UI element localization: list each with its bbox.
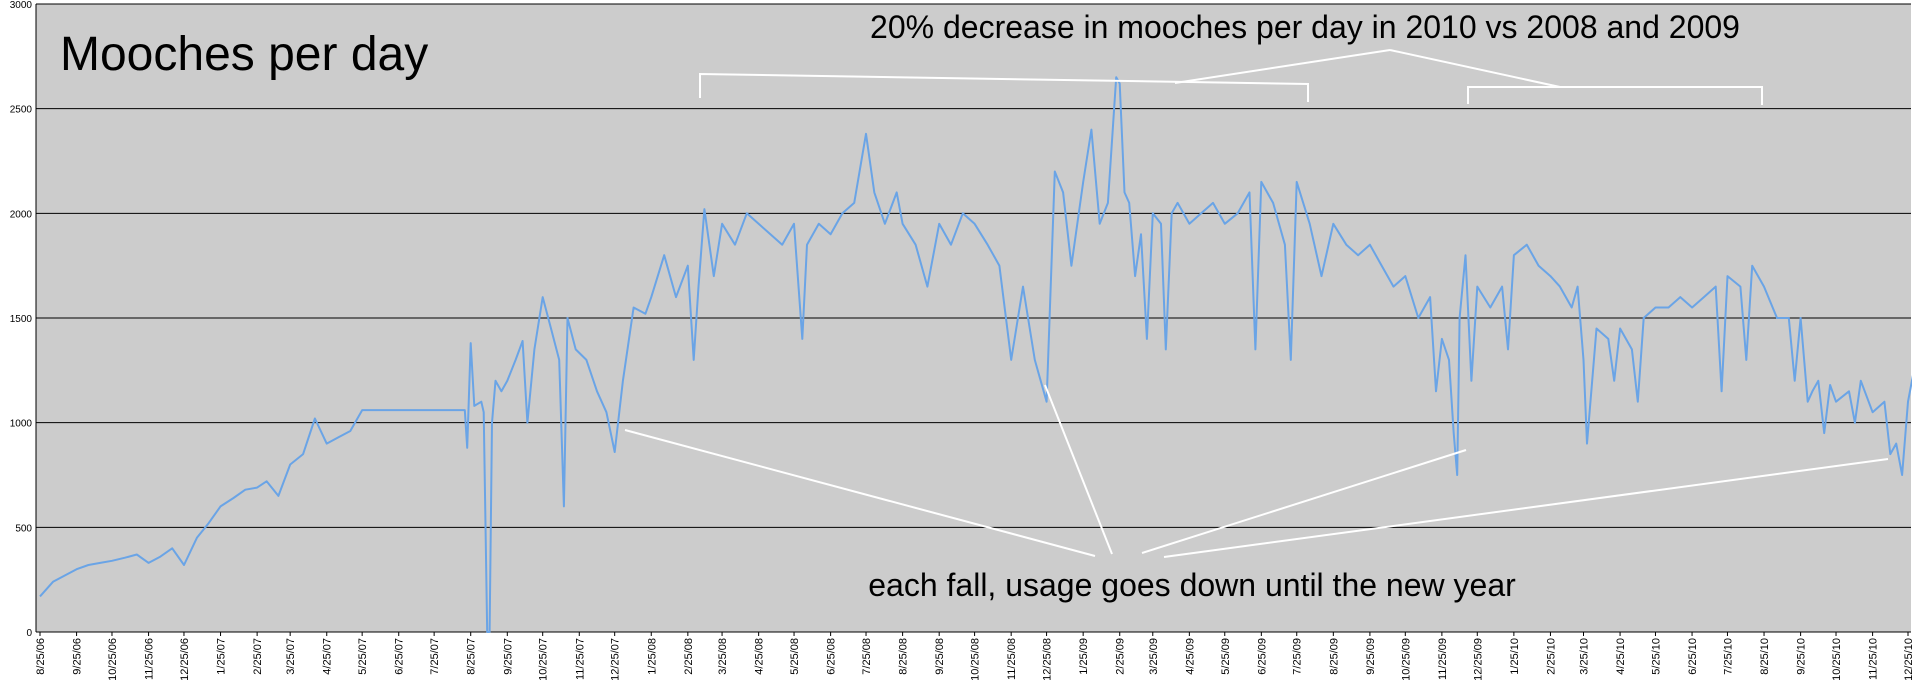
x-tick-label: 3/25/09 — [1148, 638, 1160, 675]
y-tick-label: 2500 — [10, 105, 33, 116]
x-tick-label: 8/25/09 — [1328, 638, 1340, 675]
bracket-2010 — [1467, 86, 1763, 105]
x-tick-label: 8/25/08 — [898, 638, 910, 675]
x-tick-label: 2/25/07 — [252, 638, 264, 675]
x-tick-label: 6/25/07 — [394, 638, 406, 675]
series-line-0 — [39, 76, 1912, 633]
x-tick-label: 4/25/07 — [322, 638, 334, 675]
x-tick-label: 7/25/07 — [429, 638, 441, 675]
x-tick-label: 10/25/06 — [107, 638, 119, 681]
x-tick-label: 4/25/09 — [1184, 638, 1196, 675]
x-tick-label: 9/25/07 — [502, 638, 514, 675]
y-tick-label: 500 — [15, 523, 32, 534]
x-tick-label: 1/25/08 — [646, 638, 658, 675]
x-tick-label: 11/25/06 — [144, 638, 156, 680]
x-tick-label: 8/25/06 — [35, 638, 47, 675]
x-tick-label: 11/25/08 — [1006, 638, 1018, 680]
x-tick-label: 11/25/07 — [574, 638, 586, 680]
annotation-top: 20% decrease in mooches per day in 2010 … — [870, 9, 1740, 45]
x-tick-label: 3/25/10 — [1578, 638, 1590, 675]
x-tick-label: 8/25/07 — [466, 638, 478, 675]
x-tick-label: 5/25/07 — [357, 638, 369, 675]
chart-title: Mooches per day — [60, 28, 428, 81]
x-tick-label: 6/25/10 — [1687, 638, 1699, 675]
x-tick-label: 11/25/10 — [1868, 638, 1880, 680]
y-tick-label: 3000 — [10, 0, 33, 11]
x-tick-label: 10/25/09 — [1400, 638, 1412, 681]
x-tick-label: 1/25/09 — [1078, 638, 1090, 675]
annotation-lines — [624, 49, 1889, 558]
x-tick-label: 12/25/07 — [610, 638, 622, 681]
x-tick-label: 6/25/08 — [826, 638, 838, 675]
x-tick-label: 11/25/09 — [1437, 638, 1449, 680]
grid-lines — [35, 3, 1911, 633]
pointer-top-right — [1389, 49, 1561, 88]
y-tick-label: 2000 — [10, 209, 33, 220]
x-tick-label: 12/25/08 — [1042, 638, 1054, 681]
x-tick-label: 9/25/09 — [1365, 638, 1377, 675]
y-axis-ticks: 0 500 1000 1500 2000 2500 3000 — [10, 0, 33, 639]
x-tick-label: 10/25/08 — [970, 638, 982, 681]
pointer-fall-2008 — [1044, 384, 1113, 555]
annotation-bottom: each fall, usage goes down until the new… — [868, 567, 1516, 603]
x-tick-label: 2/25/08 — [683, 638, 695, 675]
series-layer — [39, 76, 1912, 633]
x-tick-label: 7/25/08 — [861, 638, 873, 675]
x-tick-label: 12/25/09 — [1472, 638, 1484, 681]
pointer-top-left — [1174, 49, 1391, 84]
x-tick-label: 5/25/09 — [1220, 638, 1232, 675]
x-tick-label: 3/25/07 — [285, 638, 297, 675]
x-tick-label: 7/25/10 — [1722, 638, 1734, 675]
x-tick-label: 9/25/10 — [1796, 638, 1808, 675]
x-tick-label: 3/25/08 — [717, 638, 729, 675]
x-tick-label: 1/25/07 — [216, 638, 228, 675]
x-tick-label: 4/25/10 — [1615, 638, 1627, 675]
pointer-fall-2007 — [624, 429, 1096, 557]
bracket-2008-2009 — [699, 72, 1309, 102]
x-tick-label: 2/25/09 — [1115, 638, 1127, 675]
x-tick-label: 2/25/10 — [1545, 638, 1557, 675]
x-tick-label: 9/25/08 — [934, 638, 946, 675]
x-tick-label: 7/25/09 — [1292, 638, 1304, 675]
x-tick-label: 4/25/08 — [754, 638, 766, 675]
x-axis-ticks: 8/25/06 9/25/06 10/25/06 11/25/06 12/25/06 1/… — [35, 632, 1912, 681]
x-tick-label: 12/25/06 — [179, 638, 191, 681]
pointer-fall-2010 — [1163, 458, 1889, 558]
x-tick-label: 8/25/10 — [1759, 638, 1771, 675]
x-tick-label: 1/25/10 — [1509, 638, 1521, 675]
x-tick-label: 10/25/07 — [538, 638, 550, 681]
x-tick-label: 9/25/06 — [72, 638, 84, 675]
x-tick-label: 6/25/09 — [1256, 638, 1268, 675]
x-tick-label: 12/25/10 — [1903, 638, 1912, 681]
x-tick-label: 5/25/10 — [1650, 638, 1662, 675]
x-tick-label: 5/25/08 — [789, 638, 801, 675]
y-tick-label: 0 — [26, 628, 32, 639]
y-tick-label: 1000 — [10, 419, 33, 430]
x-tick-label: 10/25/10 — [1831, 638, 1843, 681]
pointer-fall-2009 — [1141, 449, 1467, 554]
y-tick-label: 1500 — [10, 314, 33, 325]
